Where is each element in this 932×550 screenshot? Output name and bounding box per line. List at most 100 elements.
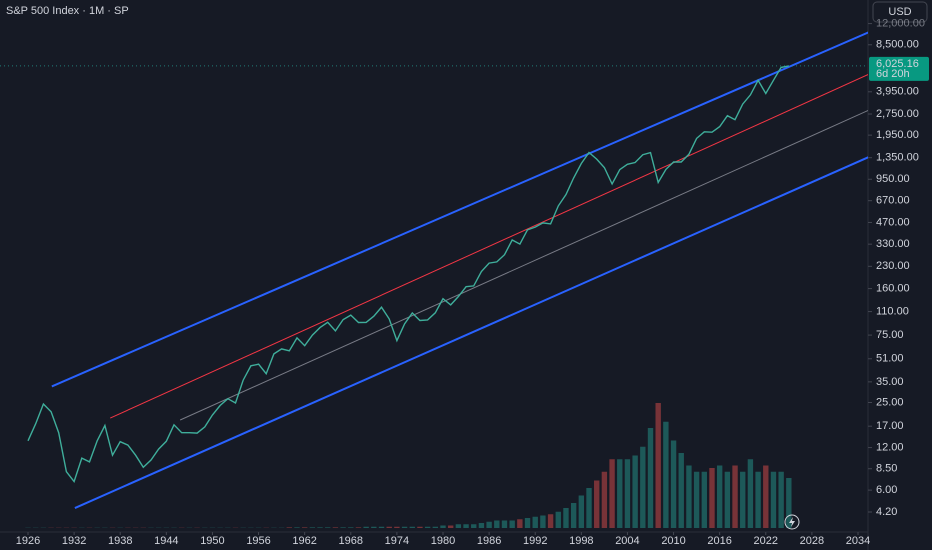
y-tick-label: 12,000.00 — [876, 18, 925, 30]
volume-bar — [601, 471, 608, 528]
volume-bar — [363, 526, 369, 528]
volume-bar — [317, 527, 323, 528]
volume-bar — [709, 468, 715, 528]
volume-bar — [540, 515, 546, 528]
volume-bar — [440, 525, 446, 528]
y-tick-label: 8,500.00 — [876, 39, 919, 51]
volume-bar — [378, 526, 385, 528]
y-tick-label: 75.00 — [876, 329, 904, 341]
x-tick-label: 1944 — [154, 535, 178, 547]
x-tick-label: 1926 — [16, 535, 40, 547]
volume-bar — [578, 495, 585, 528]
replay-icon[interactable] — [784, 514, 800, 530]
volume-bar — [740, 471, 746, 528]
volume-bar — [594, 480, 600, 528]
price-line — [27, 65, 789, 483]
volume-bar — [778, 471, 784, 528]
volume-bar — [686, 465, 692, 528]
x-tick-label: 1986 — [477, 535, 501, 547]
y-tick-label: 4.20 — [876, 506, 897, 518]
x-tick-label: 1932 — [62, 535, 86, 547]
x-tick-label: 2010 — [661, 535, 685, 547]
volume-bar — [447, 525, 454, 528]
volume-bar — [655, 403, 661, 528]
volume-bar — [417, 526, 423, 528]
volume-bar — [786, 478, 792, 528]
volume-bar — [401, 526, 408, 528]
volume-bar — [747, 459, 754, 528]
countdown: 6d 20h — [876, 68, 910, 80]
y-tick-label: 25.00 — [876, 396, 904, 408]
volume-bar — [509, 520, 515, 528]
y-tick-label: 110.00 — [876, 305, 909, 317]
y-tick-label: 1,350.00 — [876, 152, 919, 164]
y-tick-label: 17.00 — [876, 420, 904, 432]
volume-bar — [755, 471, 761, 528]
volume-bar — [394, 526, 400, 528]
volume-bar — [555, 511, 561, 528]
x-tick-label: 2004 — [615, 535, 639, 547]
x-tick-label: 1950 — [200, 535, 224, 547]
y-tick-label: 51.00 — [876, 353, 904, 365]
y-tick-label: 670.00 — [876, 195, 910, 207]
volume-bar — [724, 471, 731, 528]
x-tick-label: 1956 — [246, 535, 270, 547]
x-tick-label: 1998 — [569, 535, 593, 547]
volume-bar — [348, 527, 354, 528]
y-tick-label: 35.00 — [876, 376, 904, 388]
volume-bar — [524, 518, 531, 528]
volume-bar — [678, 453, 684, 528]
y-tick-label: 230.00 — [876, 260, 910, 272]
volume-bar — [693, 471, 700, 528]
y-tick-label: 6.00 — [876, 484, 897, 496]
volume-bar — [424, 526, 431, 528]
x-tick-label: 1938 — [108, 535, 132, 547]
volume-bar — [332, 527, 339, 528]
volume-bar — [409, 526, 415, 528]
volume-bar — [386, 526, 392, 528]
volume-bar — [716, 465, 723, 528]
volume-bar — [640, 446, 646, 528]
volume-bar — [770, 471, 777, 528]
y-tick-label: 160.00 — [876, 282, 910, 294]
volume-bar — [547, 514, 554, 528]
x-tick-label: 2022 — [754, 535, 778, 547]
y-tick-label: 8.50 — [876, 463, 897, 475]
y-tick-label: 3,950.00 — [876, 86, 919, 98]
y-tick-label: 330.00 — [876, 238, 910, 250]
volume-bar — [570, 503, 577, 528]
price-label: 6,025.16 — [876, 58, 919, 70]
volume-bar — [486, 521, 492, 528]
x-tick-label: 2028 — [800, 535, 824, 547]
currency-button[interactable] — [872, 1, 928, 23]
chart-title: S&P 500 Index · 1M · SP — [6, 5, 129, 17]
volume-bar — [563, 508, 569, 528]
volume-bar — [494, 520, 500, 528]
y-tick-label: 12.00 — [876, 441, 904, 453]
volume-bar — [309, 527, 316, 528]
volume-bar — [501, 520, 508, 528]
volume-bar — [340, 527, 346, 528]
x-tick-label: 2016 — [707, 535, 731, 547]
x-tick-label: 2034 — [846, 535, 870, 547]
x-tick-label: 1974 — [385, 535, 409, 547]
volume-bar — [632, 455, 638, 528]
volume-bar — [455, 524, 462, 528]
volume-bar — [647, 428, 654, 528]
volume-bar — [670, 440, 677, 528]
volume-bar — [432, 526, 439, 528]
currency[interactable]: USD — [888, 6, 911, 18]
volume-bar — [478, 523, 485, 528]
y-tick-label: 2,750.00 — [876, 108, 919, 120]
price-tag — [869, 56, 929, 81]
trend-line — [51, 31, 868, 388]
volume-bar — [371, 526, 377, 528]
x-tick-label: 1968 — [339, 535, 363, 547]
volume-bar — [624, 459, 631, 528]
x-tick-label: 1962 — [292, 535, 316, 547]
volume-bar — [701, 471, 707, 528]
y-tick-label: 470.00 — [876, 216, 910, 228]
